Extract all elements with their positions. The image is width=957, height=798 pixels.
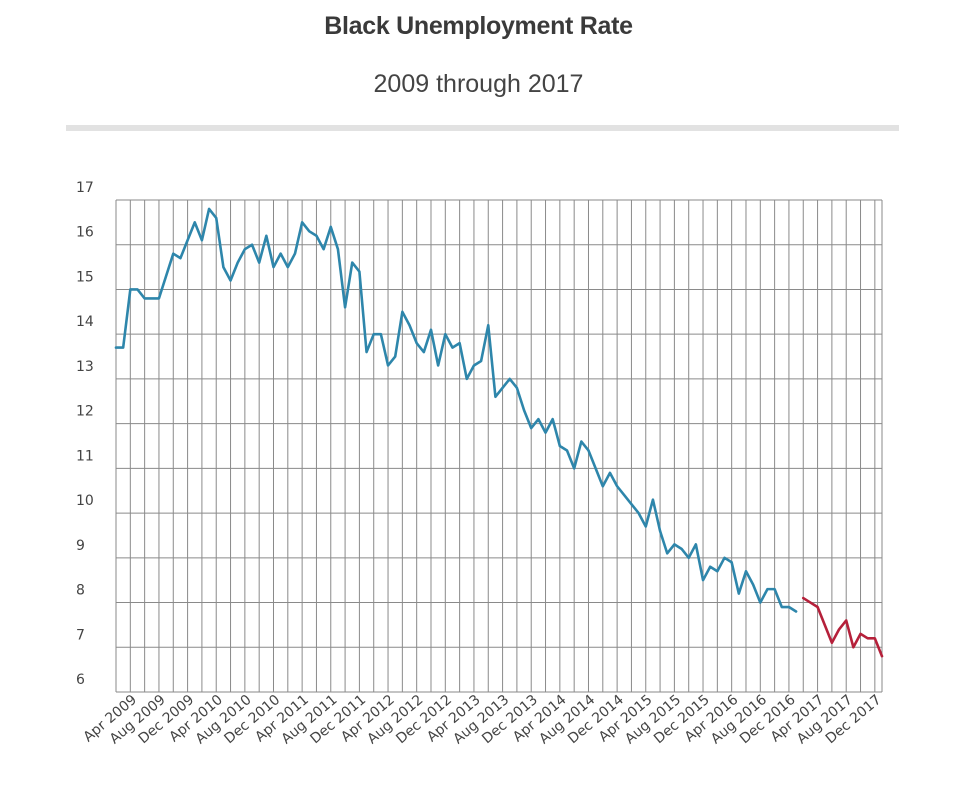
series-line-1: [801, 596, 884, 658]
y-tick-label: 7: [76, 627, 85, 643]
y-tick-label: 14: [76, 314, 94, 330]
y-tick-label: 15: [76, 269, 94, 285]
data-lines: [114, 207, 884, 658]
y-tick-label: 17: [76, 180, 94, 196]
y-tick-label: 6: [76, 672, 85, 688]
y-tick-label: 12: [76, 404, 94, 420]
chart-subtitle: 2009 through 2017: [373, 70, 584, 98]
y-tick-label: 16: [76, 225, 94, 241]
y-tick-label: 8: [76, 583, 85, 599]
chart-grid: [115, 199, 883, 693]
series-line-0: [114, 207, 798, 613]
y-tick-label: 9: [76, 538, 85, 554]
y-tick-label: 10: [76, 493, 94, 509]
y-tick-label: 11: [76, 448, 94, 464]
header-divider: [66, 125, 899, 131]
y-axis-ticks: 6 7 8 9 10 11 12 13 14 15 16 17: [76, 180, 94, 688]
y-tick-label: 13: [76, 359, 94, 375]
chart-title: Black Unemployment Rate: [324, 12, 633, 40]
